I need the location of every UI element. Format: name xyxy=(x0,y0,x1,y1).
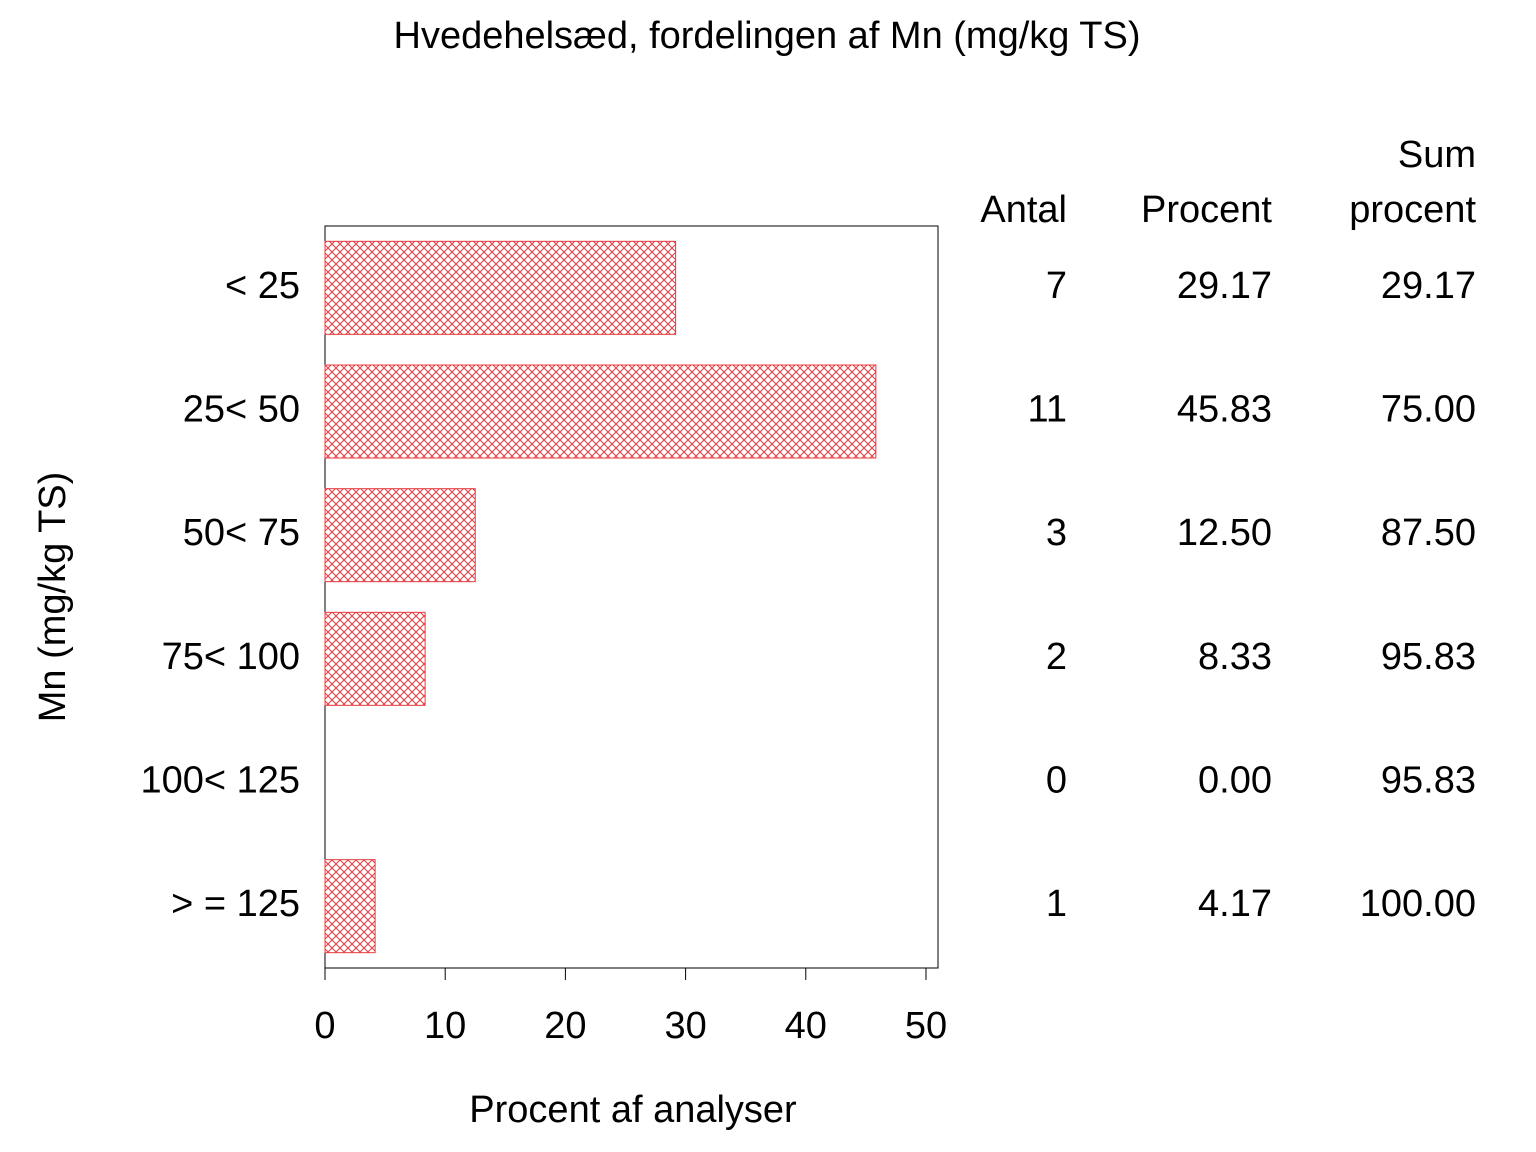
percent-cell: 8.33 xyxy=(1198,636,1272,678)
chart-title: Hvedehelsæd, fordelingen af Mn (mg/kg TS… xyxy=(394,15,1141,57)
cumulative-cell: 75.00 xyxy=(1381,389,1476,431)
percent-cell: 4.17 xyxy=(1198,883,1272,925)
cumulative-cell: 29.17 xyxy=(1381,265,1476,307)
percent-cell: 29.17 xyxy=(1177,265,1272,307)
y-axis-label: Mn (mg/kg TS) xyxy=(32,472,74,723)
y-tick-label: 75< 100 xyxy=(162,636,300,678)
table-header: Procent xyxy=(1141,189,1272,231)
bar xyxy=(324,240,677,335)
bar xyxy=(324,611,426,706)
table-header: Antal xyxy=(980,189,1067,231)
y-tick-label: 100< 125 xyxy=(140,760,300,802)
bar xyxy=(324,364,877,459)
y-tick-label: < 25 xyxy=(225,265,300,307)
plot-frame xyxy=(324,225,939,969)
count-cell: 11 xyxy=(1028,389,1067,431)
x-axis-label: Procent af analyser xyxy=(469,1089,797,1131)
percent-cell: 45.83 xyxy=(1177,389,1272,431)
cumulative-cell: 95.83 xyxy=(1381,636,1476,678)
cumulative-cell: 95.83 xyxy=(1381,760,1476,802)
x-tick-label: 0 xyxy=(314,1005,335,1047)
percent-cell: 12.50 xyxy=(1177,512,1272,554)
table-header: Sum xyxy=(1398,134,1476,176)
x-tick-label: 50 xyxy=(905,1005,947,1047)
y-tick-label: 25< 50 xyxy=(183,389,300,431)
bar xyxy=(324,859,376,954)
count-cell: 3 xyxy=(1046,512,1067,554)
table-header: procent xyxy=(1349,189,1476,231)
count-cell: 0 xyxy=(1046,760,1067,802)
y-tick-label: 50< 75 xyxy=(183,512,300,554)
count-cell: 7 xyxy=(1046,265,1067,307)
y-tick-label: > = 125 xyxy=(171,883,300,925)
count-cell: 1 xyxy=(1046,883,1067,925)
x-tick-label: 20 xyxy=(544,1005,586,1047)
count-cell: 2 xyxy=(1046,636,1067,678)
percent-cell: 0.00 xyxy=(1198,760,1272,802)
cumulative-cell: 87.50 xyxy=(1381,512,1476,554)
cumulative-cell: 100.00 xyxy=(1360,883,1476,925)
x-tick-label: 10 xyxy=(424,1005,466,1047)
x-tick-label: 30 xyxy=(664,1005,706,1047)
x-tick-label: 40 xyxy=(785,1005,827,1047)
bar xyxy=(324,488,476,583)
